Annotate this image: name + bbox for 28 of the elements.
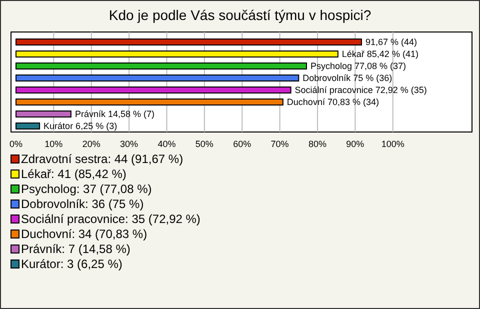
legend-label: Psycholog: 37 (77,08 %): [21, 182, 152, 196]
x-tick-label: 90%: [346, 139, 364, 149]
x-tick-label: 30%: [120, 139, 138, 149]
data-label: Lékař 85,42 % (41): [342, 49, 418, 59]
legend-label: Kurátor: 3 (6,25 %): [21, 257, 122, 271]
legend-label: Právník: 7 (14,58 %): [21, 242, 130, 256]
legend-label: Zdravotní sestra: 44 (91,67 %): [21, 152, 184, 166]
legend-label: Duchovní: 34 (70,83 %): [21, 227, 148, 241]
data-label: 91,67 % (44): [365, 37, 417, 47]
x-tick-label: 100%: [381, 139, 404, 149]
x-tick-label: 40%: [158, 139, 176, 149]
legend-label: Dobrovolník: 36 (75 %): [21, 197, 144, 211]
x-tick-label: 70%: [270, 139, 289, 149]
x-tick-label: 20%: [82, 139, 100, 149]
x-tick-label: 80%: [308, 139, 326, 149]
x-tick-label: 50%: [195, 139, 214, 149]
data-label: Dobrovolník 75 % (36): [302, 73, 392, 83]
data-label: Psycholog 77,08 % (37): [310, 61, 406, 71]
legend-label: Lékař: 41 (85,42 %): [21, 167, 126, 181]
legend-label: Sociální pracovnice: 35 (72,92 %): [21, 212, 200, 226]
chart-title: Kdo je podle Vás součástí týmu v hospici?: [108, 7, 372, 23]
data-label: Právník 14,58 % (7): [74, 109, 154, 119]
x-tick-label: 60%: [233, 139, 252, 149]
x-tick-label: 0%: [9, 139, 23, 149]
data-label: Duchovní 70,83 % (34): [286, 97, 379, 107]
x-tick-label: 10%: [44, 139, 63, 149]
data-label: Sociální pracovnice 72,92 % (35): [294, 85, 427, 95]
data-label: Kurátor 6,25 % (3): [44, 121, 118, 131]
